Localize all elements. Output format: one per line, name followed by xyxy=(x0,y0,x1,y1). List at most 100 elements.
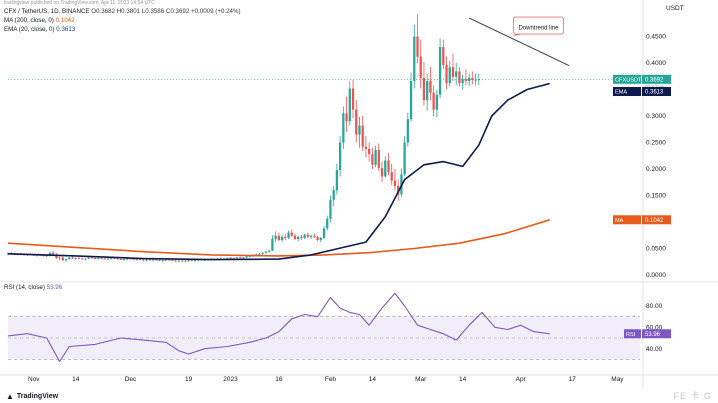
candle-body xyxy=(364,146,368,149)
annotation-leader xyxy=(513,33,521,36)
candle-body xyxy=(274,235,277,239)
price-tick-label: 0.4000 xyxy=(646,60,666,67)
candle-body xyxy=(193,260,197,261)
time-tick-label: 14 xyxy=(369,376,377,383)
candle-body xyxy=(455,71,458,77)
candle-body xyxy=(174,260,177,262)
candle-body xyxy=(81,258,84,260)
ema-tag-label: EMA xyxy=(615,90,627,96)
candle-body xyxy=(148,259,152,261)
candle-body xyxy=(342,113,345,143)
candle-body xyxy=(445,65,448,84)
candle-body xyxy=(261,252,264,254)
time-tick-label: Feb xyxy=(325,376,337,383)
candle-body xyxy=(474,79,477,81)
candle-body xyxy=(6,253,10,255)
candle-body xyxy=(232,258,235,259)
candle-body xyxy=(413,36,416,82)
candle-body xyxy=(132,259,135,260)
rsi-value: 53.96 xyxy=(46,284,63,291)
candle-body xyxy=(419,56,422,78)
candle-body xyxy=(322,228,326,238)
rsi-tag-label-bg xyxy=(624,329,641,339)
annotation-box xyxy=(513,16,564,35)
price-tick-label: 0.2000 xyxy=(646,166,666,173)
candle-body xyxy=(84,258,87,260)
tradingview-logo[interactable]: ▲ TradingView xyxy=(6,392,58,401)
candle-body xyxy=(287,232,290,238)
candle-body xyxy=(316,236,319,241)
candle-body xyxy=(377,149,380,168)
rsi-tick-label: 80.00 xyxy=(646,303,663,310)
ma-200-line xyxy=(7,219,550,257)
ma-label: MA (200, close, 0) xyxy=(4,17,54,24)
candle-body xyxy=(461,78,464,84)
candle-body xyxy=(235,257,239,259)
candle-body xyxy=(403,142,406,175)
candle-body xyxy=(422,77,426,101)
candle-body xyxy=(139,259,142,260)
candle-body xyxy=(42,255,45,257)
candle-body xyxy=(335,170,339,191)
candle-body xyxy=(345,113,348,122)
candle-body xyxy=(113,258,116,259)
candle-body xyxy=(435,94,438,110)
price-tag-bg xyxy=(642,74,671,84)
candle-body xyxy=(271,238,274,251)
price-tick-label: 0.2500 xyxy=(646,140,666,147)
candle-body xyxy=(77,258,81,259)
candle-body xyxy=(226,258,229,259)
candle-body xyxy=(116,258,119,260)
candle-body xyxy=(438,47,442,95)
candle-body xyxy=(103,258,106,260)
time-tick-label: 2023 xyxy=(223,376,238,383)
candle-body xyxy=(384,160,387,177)
rsi-label: RSI (14, close) xyxy=(4,284,45,291)
candle-body xyxy=(97,258,100,259)
candle-body xyxy=(306,234,310,237)
candle-body xyxy=(155,259,158,261)
price-axis-unit: USDT xyxy=(666,5,684,12)
candle-body xyxy=(145,259,148,261)
candle-body xyxy=(432,92,435,110)
ma-tag-value: 0.1042 xyxy=(645,218,664,224)
candle-body xyxy=(329,199,332,219)
candle-body xyxy=(248,255,251,257)
candle-body xyxy=(464,78,468,82)
time-tick-label: 14 xyxy=(459,376,467,383)
price-tick-label: 0.4500 xyxy=(646,34,666,41)
candle-body xyxy=(442,47,445,66)
price-tick-label: 0.0500 xyxy=(646,246,666,253)
candle-body xyxy=(58,257,61,259)
candle-body xyxy=(239,257,242,259)
candle-body xyxy=(122,259,126,260)
candle-body xyxy=(242,257,245,259)
candle-body xyxy=(87,257,90,259)
candle-body xyxy=(297,236,300,239)
candle-body xyxy=(119,259,122,260)
ma-tag-label-bg xyxy=(613,215,641,225)
ema-tag-label-bg xyxy=(613,87,641,97)
candle-body xyxy=(368,148,371,155)
candle-body xyxy=(416,36,419,57)
rsi-tag-bg xyxy=(642,329,671,339)
candle-body xyxy=(164,259,168,261)
candle-body xyxy=(158,260,161,261)
candle-body xyxy=(64,259,68,261)
candle-body xyxy=(338,142,342,171)
candle-body xyxy=(380,167,384,177)
candle-body xyxy=(264,251,268,253)
candle-body xyxy=(293,235,297,239)
rsi-header: RSI (14, close) 53.96 xyxy=(4,284,62,291)
ema-header: EMA (20, close, 0) 0.3613 xyxy=(4,26,75,33)
watermark: FE 卡 G xyxy=(673,391,712,401)
candle-body xyxy=(277,235,280,241)
candle-body xyxy=(52,252,55,255)
candle-body xyxy=(303,234,306,238)
candle-body xyxy=(393,180,397,186)
rsi-tick-label: 40.00 xyxy=(646,346,663,353)
candle-body xyxy=(177,260,181,262)
candle-body xyxy=(258,253,261,255)
